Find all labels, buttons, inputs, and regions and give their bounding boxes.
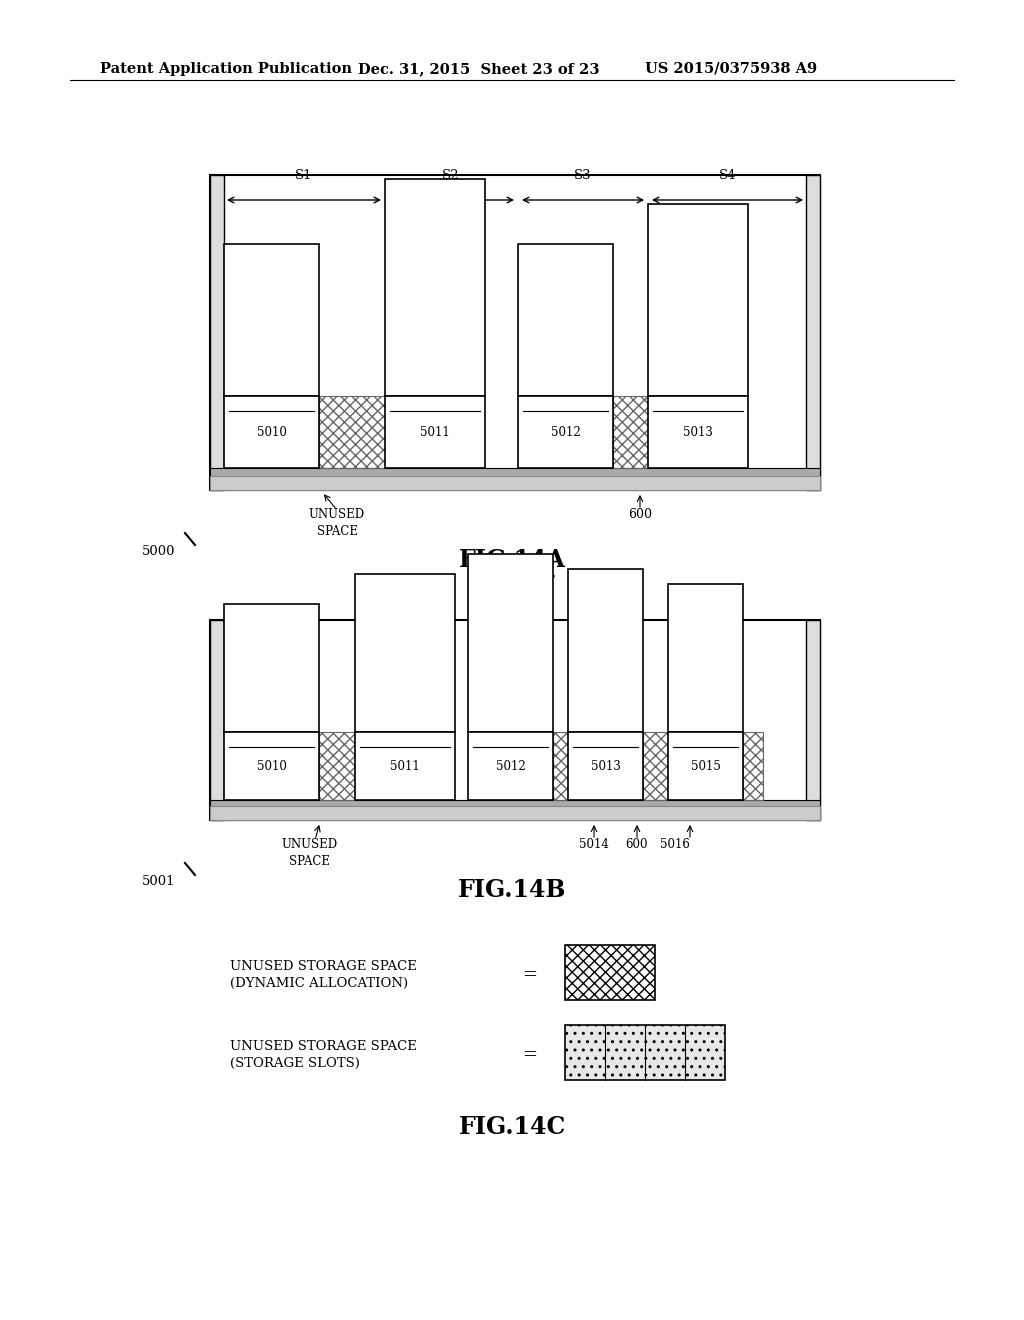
Bar <box>319 396 385 469</box>
Text: S2: S2 <box>442 169 460 182</box>
Text: 5001: 5001 <box>141 875 175 888</box>
Text: 5010: 5010 <box>257 425 287 438</box>
Text: FIG.14A: FIG.14A <box>459 548 565 572</box>
Text: S1: S1 <box>295 169 312 182</box>
Bar <box>210 807 820 820</box>
Text: 5015: 5015 <box>690 759 721 772</box>
Text: UNUSED
SPACE: UNUSED SPACE <box>309 508 366 539</box>
Bar <box>568 733 643 800</box>
Text: 5011: 5011 <box>390 759 420 772</box>
Text: 5010: 5010 <box>257 759 287 772</box>
Text: 5013: 5013 <box>591 759 621 772</box>
Text: 5016: 5016 <box>660 838 690 851</box>
Bar <box>210 176 820 490</box>
Bar <box>355 733 455 800</box>
Bar <box>518 244 613 396</box>
Text: FIG.14B: FIG.14B <box>458 878 566 902</box>
Text: S3: S3 <box>574 169 592 182</box>
Bar <box>210 800 820 820</box>
Bar <box>806 176 820 490</box>
Bar <box>385 396 485 469</box>
Text: US 2015/0375938 A9: US 2015/0375938 A9 <box>645 62 817 77</box>
Text: UNUSED STORAGE SPACE
(STORAGE SLOTS): UNUSED STORAGE SPACE (STORAGE SLOTS) <box>230 1040 417 1071</box>
Text: 5011: 5011 <box>420 425 450 438</box>
Bar <box>613 396 648 469</box>
Text: PRIOR  ART: PRIOR ART <box>470 576 554 589</box>
Bar <box>565 945 655 1001</box>
Bar <box>565 1026 725 1080</box>
Bar <box>668 583 743 733</box>
Bar <box>468 554 553 733</box>
Bar <box>224 605 319 733</box>
Text: Dec. 31, 2015  Sheet 23 of 23: Dec. 31, 2015 Sheet 23 of 23 <box>358 62 599 77</box>
Bar <box>743 733 763 800</box>
Bar <box>668 733 743 800</box>
Bar <box>224 396 319 469</box>
Bar <box>224 733 319 800</box>
Text: UNUSED
SPACE: UNUSED SPACE <box>282 838 338 869</box>
Bar <box>210 469 820 490</box>
Bar <box>224 244 319 396</box>
Text: 5000: 5000 <box>141 545 175 558</box>
Text: S4: S4 <box>719 169 736 182</box>
Bar <box>319 733 355 800</box>
Text: =: = <box>522 1045 538 1064</box>
Text: 600: 600 <box>628 508 652 521</box>
Bar <box>643 733 668 800</box>
Bar <box>355 574 455 733</box>
Text: 5014: 5014 <box>579 838 609 851</box>
Text: 5013: 5013 <box>683 425 713 438</box>
Text: 600: 600 <box>626 838 648 851</box>
Bar <box>518 396 613 469</box>
Bar <box>210 477 820 490</box>
Bar <box>648 396 748 469</box>
Bar <box>648 205 748 396</box>
Text: 5012: 5012 <box>551 425 581 438</box>
Bar <box>210 620 224 820</box>
Bar <box>806 620 820 820</box>
Text: 5012: 5012 <box>496 759 525 772</box>
Bar <box>468 733 553 800</box>
Bar <box>210 176 224 490</box>
Text: UNUSED STORAGE SPACE
(DYNAMIC ALLOCATION): UNUSED STORAGE SPACE (DYNAMIC ALLOCATION… <box>230 960 417 990</box>
Bar <box>553 733 568 800</box>
Text: =: = <box>522 966 538 983</box>
Bar <box>385 180 485 396</box>
Text: FIG.14C: FIG.14C <box>459 1115 565 1139</box>
Text: Patent Application Publication: Patent Application Publication <box>100 62 352 77</box>
Bar <box>210 620 820 820</box>
Bar <box>568 569 643 733</box>
